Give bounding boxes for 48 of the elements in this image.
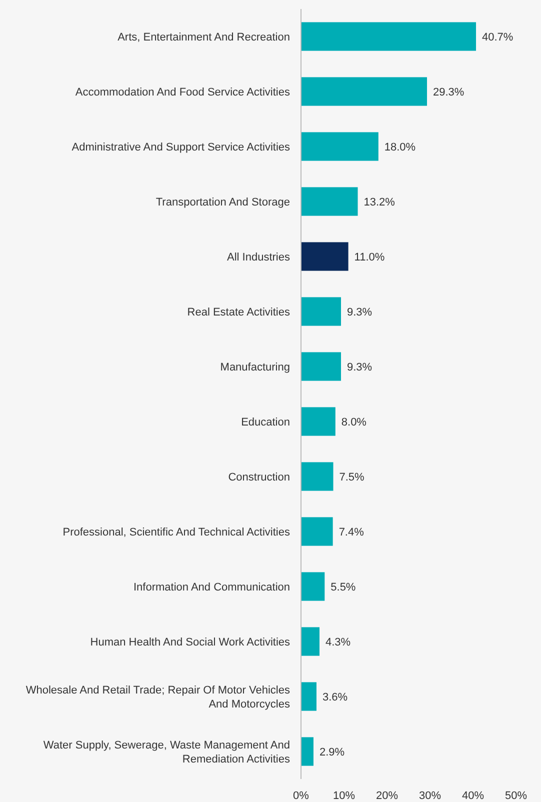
bar: [301, 517, 333, 546]
bar: [301, 187, 358, 216]
data-label: 9.3%: [346, 361, 372, 374]
y-tick-label: Education: [241, 416, 290, 428]
data-label: 29.3%: [432, 86, 464, 98]
bar: [301, 462, 334, 491]
y-tick-label: Administrative And Support Service Activities: [72, 141, 290, 154]
bar: [301, 132, 378, 161]
y-tick-label: Arts, Entertainment And Recreation: [118, 31, 290, 44]
data-label: 4.3%: [325, 636, 351, 648]
data-label: 9.3%: [346, 306, 372, 318]
data-label: 5.5%: [330, 581, 356, 594]
y-tick-label: Construction: [228, 471, 290, 484]
y-tick-label: Professional, Scientific And Technical Activities: [62, 526, 290, 538]
data-label: 2.9%: [319, 746, 345, 758]
y-tick-label: Accommodation And Food Service Activities: [75, 86, 290, 98]
data-label: 40.7%: [482, 31, 514, 44]
x-tick-label: 0%: [293, 790, 310, 802]
bar: [301, 627, 320, 656]
data-label: 18.0%: [384, 141, 416, 154]
data-label: 8.0%: [341, 416, 367, 428]
bar: [301, 242, 348, 271]
y-tick-label: Human Health And Social Work Activities: [90, 636, 290, 648]
bar: [301, 737, 314, 766]
data-label: 11.0%: [354, 251, 385, 264]
y-tick-label: Manufacturing: [220, 361, 290, 374]
y-tick-label: Real Estate Activities: [187, 306, 290, 318]
x-tick-label: 10%: [332, 790, 356, 802]
x-tick-label: 20%: [376, 790, 398, 802]
y-tick-label: Information And Communication: [133, 581, 290, 594]
x-tick-label: 50%: [504, 790, 528, 802]
bar: [301, 297, 341, 326]
y-tick-label: Transportation And Storage: [156, 196, 290, 208]
bar: [301, 352, 341, 381]
x-tick-label: 40%: [462, 790, 484, 802]
y-tick-label: Water Supply, Sewerage, Waste Management And Remediation Activities: [43, 739, 290, 766]
bar: [301, 22, 476, 51]
data-label: 7.4%: [338, 526, 364, 538]
bar: [301, 572, 325, 601]
y-tick-label: All Industries: [227, 251, 290, 264]
data-label: 7.5%: [339, 471, 365, 484]
bar: [301, 407, 336, 436]
bar: [301, 77, 427, 106]
y-tick-label: Wholesale And Retail Trade; Repair Of Motor Vehicles And Motorcycles: [26, 684, 290, 710]
bar: [301, 682, 316, 711]
data-label: 13.2%: [364, 196, 396, 208]
x-tick-label: 30%: [418, 790, 442, 802]
data-label: 3.6%: [322, 691, 348, 704]
